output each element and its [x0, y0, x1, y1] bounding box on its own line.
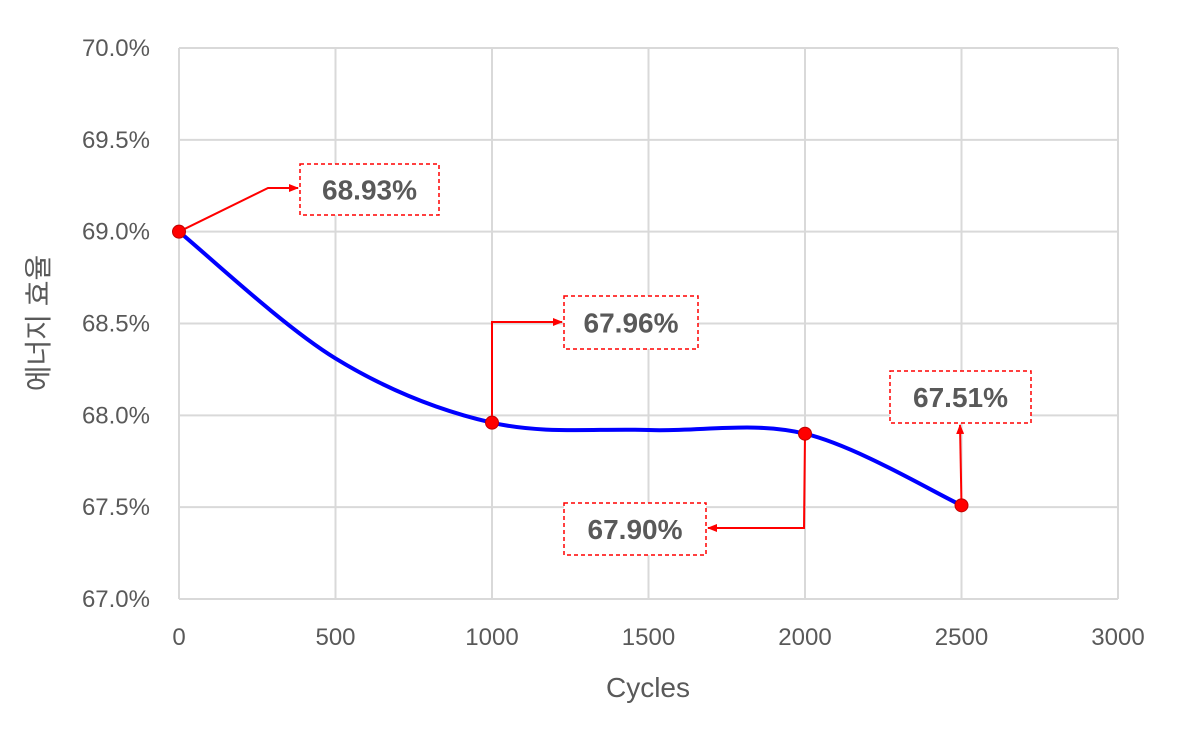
y-tick-label: 68.5% [82, 311, 150, 338]
x-tick-label: 0 [172, 624, 185, 651]
callout-label: 68.93% [322, 175, 417, 206]
y-axis-ticks: 67.0% 67.5% 68.0% 68.5% 69.0% 69.5% 70.0% [82, 35, 150, 613]
x-tick-label: 1500 [622, 624, 675, 651]
callout-arrow [707, 433, 806, 532]
data-markers [172, 224, 969, 513]
callout-arrow [178, 184, 299, 233]
y-axis-title: 에너지 효율 [23, 255, 54, 392]
callout-label: 67.90% [588, 514, 683, 545]
x-tick-label: 2000 [778, 624, 831, 651]
x-tick-label: 500 [315, 624, 355, 651]
callout-box [563, 502, 707, 556]
x-axis-title: Cycles [606, 672, 690, 703]
x-tick-label: 3000 [1091, 624, 1144, 651]
y-tick-label: 69.0% [82, 219, 150, 246]
callout-box [889, 370, 1032, 424]
callout-label: 67.96% [584, 308, 679, 339]
annotations: 68.93% 67.96% 67.90% 67.51% [178, 163, 1032, 556]
y-tick-label: 67.5% [82, 494, 150, 521]
x-axis-ticks: 0 500 1000 1500 2000 2500 3000 [172, 624, 1144, 651]
callout-arrow [956, 424, 965, 506]
data-point-marker [172, 224, 186, 239]
callout-label: 67.51% [913, 382, 1008, 413]
data-point-marker [798, 426, 812, 441]
y-tick-label: 70.0% [82, 35, 150, 62]
y-tick-label: 68.0% [82, 402, 150, 429]
data-point-marker [954, 498, 969, 513]
callout-box [563, 295, 699, 350]
y-tick-label: 69.5% [82, 127, 150, 154]
y-tick-label: 67.0% [82, 586, 150, 613]
series-line [177, 230, 963, 508]
callout-box [299, 163, 440, 216]
x-tick-label: 1000 [465, 624, 518, 651]
callout-arrow [491, 318, 563, 423]
x-tick-label: 2500 [935, 624, 988, 651]
data-point-marker [485, 415, 499, 430]
